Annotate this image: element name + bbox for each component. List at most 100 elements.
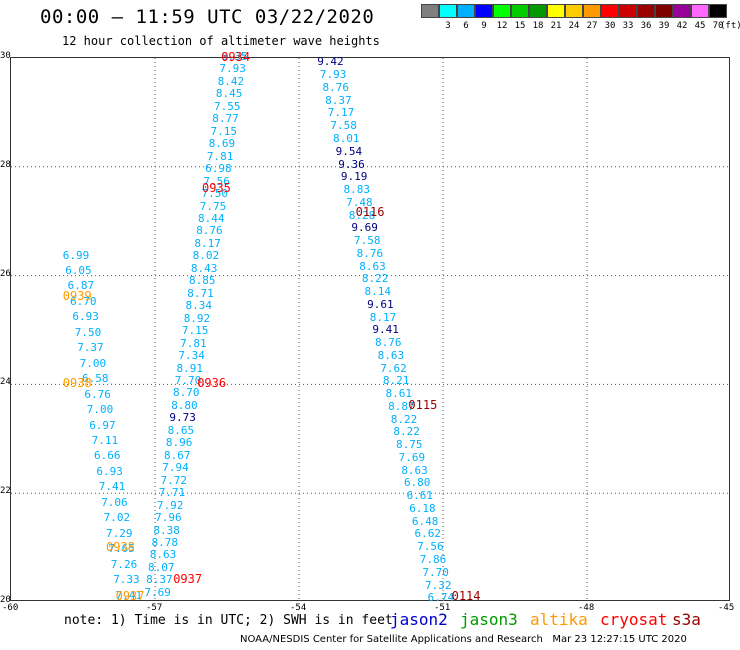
wave-height-label: 8.22: [393, 425, 420, 439]
wave-height-label: 7.41: [115, 588, 143, 602]
latitude-tick: 24: [0, 377, 11, 388]
wave-height-label: 6.80: [403, 476, 431, 490]
scale-label: 33: [622, 21, 634, 31]
scale-swatch: [529, 4, 547, 18]
wave-height-label: 7.58: [354, 234, 381, 248]
scale-label: 21: [550, 21, 562, 31]
wave-height-label: 8.87: [388, 399, 415, 413]
scale-label: 70: [712, 21, 724, 31]
wave-height-label: 9.19: [340, 170, 368, 184]
wave-height-label: 8.63: [149, 548, 177, 562]
wave-height-label: 7.55: [214, 99, 241, 113]
wave-height-label: 7.81: [180, 336, 207, 350]
scale-label: 18: [532, 21, 544, 31]
scale-label: [421, 21, 439, 31]
wave-height-label: 7.92: [156, 498, 184, 512]
longitude-tick: -54: [290, 603, 307, 613]
wave-height-label: 6.58: [82, 372, 109, 386]
wave-height-label: 8.83: [343, 183, 370, 197]
color-scale: [421, 4, 727, 18]
wave-height-label: 8.28: [348, 208, 376, 222]
pass-time-label: 0939: [62, 289, 92, 304]
wave-height-label: 7.62: [380, 361, 407, 375]
wave-height-label: 8.65: [167, 423, 195, 437]
latitude-tick: 28: [0, 159, 11, 170]
wave-height-label: 7.56: [417, 540, 444, 554]
wave-height-label: 6.48: [411, 514, 439, 528]
longitude-tick: -45: [718, 603, 735, 613]
wave-height-label: 6.61: [406, 489, 434, 503]
wave-height-label: 8.77: [212, 112, 239, 126]
scale-label: 42: [676, 21, 688, 31]
scale-label: 15: [514, 21, 526, 31]
wave-height-label: 6.93: [72, 310, 99, 324]
wave-height-label: 6.05: [65, 264, 92, 277]
pass-time-label: 0938: [106, 539, 135, 554]
scale-label: 3: [445, 21, 451, 31]
wave-height-label: 6.74: [427, 591, 455, 605]
wave-height-label: 8.02: [192, 249, 220, 263]
scale-label: 30: [604, 21, 616, 31]
longitude-tick: -48: [578, 603, 595, 613]
page-subtitle: 12 hour collection of altimeter wave hei…: [62, 34, 380, 48]
color-scale-unit: (ft): [720, 21, 740, 31]
scale-label: 12: [496, 21, 508, 31]
latitude-tick: 30: [0, 51, 11, 61]
pass-time-label: 0934: [221, 50, 251, 64]
wave-height-label: 7.02: [103, 511, 131, 525]
wave-height-label: 8.21: [382, 374, 410, 388]
scale-swatch: [583, 4, 601, 18]
wave-height-label: 7.48: [346, 195, 373, 209]
wave-height-label: 7.93: [219, 62, 246, 76]
wave-height-label: 8.38: [153, 523, 180, 537]
scale-swatch: [547, 4, 565, 18]
wave-height-label: 7.71: [158, 486, 186, 500]
wave-height-label: 7.26: [110, 557, 138, 571]
wave-height-label: 6.87: [67, 279, 95, 293]
wave-height-label: 7.70: [174, 373, 202, 387]
wave-height-label: 9.73: [169, 411, 196, 425]
wave-height-label: 6.62: [414, 527, 441, 541]
wave-height-label: 9.41: [372, 323, 399, 337]
wave-height-label: 8.67: [164, 448, 191, 462]
wave-height-label: 7.34: [178, 349, 205, 363]
wave-height-label: 8.17: [369, 310, 397, 324]
wave-height-label: 6.93: [96, 464, 123, 478]
wave-height-label: 7.15: [181, 324, 209, 338]
latitude-tick: 26: [0, 268, 11, 279]
wave-height-label: 7.69: [144, 585, 171, 599]
footnote: note: 1) Time is in UTC; 2) SWH is in fe…: [64, 613, 393, 628]
wave-height-label: 8.22: [361, 272, 389, 286]
wave-height-label: 8.43: [190, 261, 218, 275]
wave-height-label: 7.11: [91, 434, 119, 447]
wave-height-label: 8.07: [147, 560, 175, 574]
wave-height-label: 7.58: [330, 119, 357, 133]
wave-height-label: 7.50: [201, 187, 229, 201]
scale-swatch: [457, 4, 475, 18]
wave-height-label: 7.94: [162, 461, 189, 475]
longitude-tick: -60: [2, 603, 19, 613]
wave-height-label: 6.70: [70, 294, 97, 308]
wave-height-label: 8.76: [196, 224, 223, 238]
wave-height-label: 8.45: [215, 87, 243, 101]
latitude-tick: 20: [0, 595, 11, 605]
wave-height-label: 8.37: [325, 93, 352, 107]
scale-swatch: [439, 4, 457, 18]
pass-time-label: 0937: [173, 572, 203, 587]
scale-swatch: [637, 4, 655, 18]
wave-height-label: 7.06: [101, 495, 128, 509]
legend-cryosat: cryosat: [600, 610, 668, 629]
wave-height-label: 8.63: [377, 348, 405, 362]
scale-swatch: [565, 4, 583, 18]
color-scale-labels: 3 6 9 12 15 18 21 24 27 30 33 36 39 42 45 70: [421, 21, 727, 31]
wave-height-label: 6.18: [409, 501, 436, 515]
wave-height-label: 7.72: [160, 473, 187, 487]
legend-s3a: s3a: [672, 610, 701, 629]
pass-time-label: 0115: [408, 398, 438, 413]
wave-height-label: 7.00: [86, 403, 114, 417]
wave-height-label: 7.56: [203, 174, 230, 188]
wave-height-label: 8.42: [217, 74, 245, 88]
wave-height-label: 7.33: [113, 573, 140, 587]
wave-height-label: 9.42: [317, 55, 344, 69]
